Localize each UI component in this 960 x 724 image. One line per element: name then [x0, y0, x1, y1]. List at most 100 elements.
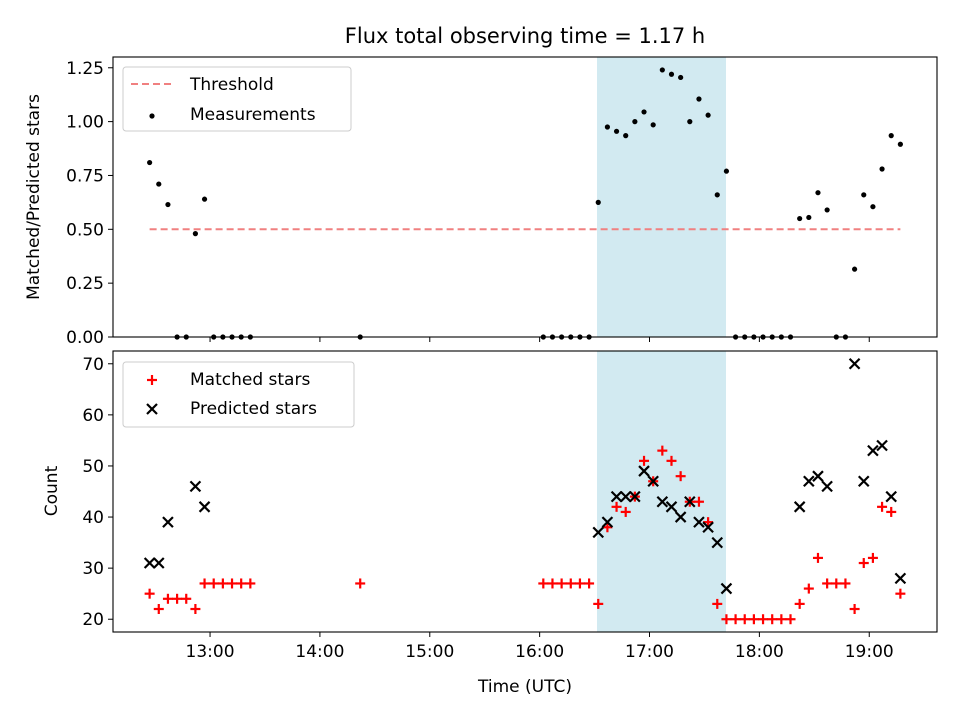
matched-star-point — [245, 578, 256, 589]
ratio-legend: Threshold Measurements — [122, 66, 352, 132]
predicted-star-point — [702, 521, 714, 534]
predicted-star-point — [857, 475, 870, 488]
count-y-tick-label: 30 — [82, 559, 104, 579]
predicted-star-point — [674, 511, 687, 523]
matched-star-point — [721, 614, 732, 625]
predicted-star-point — [647, 475, 659, 488]
ratio-legend-measurements-label: Measurements — [190, 105, 316, 125]
predicted-star-point — [848, 357, 861, 370]
ratio-legend-threshold-label: Threshold — [189, 75, 274, 95]
matched-star-point — [794, 598, 805, 609]
matched-star-point — [538, 578, 549, 589]
count-x-tick-label: 17:00 — [625, 642, 674, 662]
ratio-legend-measurements-swatch — [149, 113, 155, 119]
count-legend-predicted-swatch — [146, 403, 158, 415]
ratio-panel-highlight — [597, 57, 726, 337]
matched-star-point — [822, 578, 833, 589]
predicted-star-point — [189, 480, 202, 493]
measurement-point — [678, 74, 684, 81]
matched-star-point — [693, 496, 704, 507]
matched-star-point — [739, 614, 750, 625]
ratio-y-tick-label: 0.00 — [66, 328, 104, 348]
matched-star-point — [217, 578, 228, 589]
ratio-y-tick-label: 0.25 — [66, 274, 104, 294]
matched-star-point — [858, 558, 869, 569]
matched-star-point — [877, 501, 888, 512]
ratio-y-axis-label: Matched/Predicted stars — [24, 94, 44, 300]
count-legend-predicted-label: Predicted stars — [190, 399, 317, 419]
predicted-star-point — [693, 516, 705, 528]
measurement-point — [192, 231, 198, 237]
matched-star-point — [181, 593, 192, 604]
measurement-point — [659, 67, 665, 73]
measurement-point — [696, 96, 702, 102]
matched-star-point — [574, 578, 585, 589]
measurement-point — [861, 192, 867, 198]
matched-star-point — [208, 578, 219, 589]
predicted-star-point — [592, 526, 605, 539]
matched-star-point — [620, 506, 631, 517]
matched-star-point — [172, 593, 183, 604]
measurement-point — [714, 192, 720, 198]
predicted-star-point — [812, 470, 824, 482]
matched-star-point — [767, 614, 778, 625]
matched-star-point — [803, 583, 814, 594]
predicted-star-point — [885, 490, 898, 503]
matched-star-point — [611, 501, 622, 512]
predicted-star-point — [152, 557, 165, 569]
measurement-point — [852, 266, 858, 272]
count-y-tick-label: 20 — [82, 610, 104, 630]
measurement-point — [595, 199, 601, 205]
ratio-y-tick-label: 0.75 — [66, 166, 104, 186]
count-panel: 20 30 40 50 60 70 13:00 14:00 15:00 16:00 17:00 18… — [42, 350, 938, 697]
count-y-tick-label: 40 — [82, 508, 104, 528]
count-y-axis-label: Count — [42, 465, 62, 516]
predicted-star-point — [665, 501, 678, 513]
count-panel-frame — [112, 350, 938, 633]
matched-star-point — [355, 578, 366, 589]
predicted-star-point — [720, 582, 733, 595]
count-y-tick-label: 70 — [82, 355, 104, 375]
chart-title: Flux total observing time = 1.17 h — [345, 24, 705, 48]
ratio-y-tick-label: 0.50 — [66, 220, 104, 240]
measurement-point — [650, 122, 656, 128]
count-x-tick-label: 16:00 — [515, 642, 564, 662]
matched-star-point — [895, 588, 906, 599]
count-legend-box — [122, 361, 355, 428]
predicted-star-point — [143, 557, 156, 569]
predicted-star-point — [867, 444, 879, 457]
measurement-point — [613, 128, 620, 134]
predicted-star-point — [684, 495, 696, 508]
predicted-star-point — [821, 480, 833, 493]
ratio-panel-frame — [112, 56, 938, 338]
measurement-point — [797, 215, 803, 222]
measurement-point — [806, 214, 812, 221]
count-legend-matched-label: Matched stars — [190, 370, 310, 390]
matched-star-point — [812, 552, 823, 563]
matched-star-point — [712, 598, 723, 609]
count-legend-matched-swatch — [147, 375, 157, 385]
matched-star-point — [840, 578, 851, 589]
predicted-star-point — [198, 501, 211, 513]
matched-star-point — [675, 471, 686, 482]
matched-star-point — [867, 552, 878, 563]
measurement-point — [604, 124, 611, 130]
count-x-tick-label: 18:00 — [735, 642, 784, 662]
count-legend: Matched stars Predicted stars — [122, 361, 355, 428]
ratio-y-tick-label: 1.25 — [66, 59, 104, 79]
predicted-star-point — [619, 490, 632, 503]
ratio-panel: 0.00 0.25 0.50 0.75 1.00 1.25 Matched/Predict… — [24, 56, 938, 348]
count-x-tick-label: 14:00 — [295, 642, 344, 662]
measurement-point — [723, 168, 730, 174]
matched-star-point — [565, 578, 576, 589]
matched-star-point — [236, 578, 247, 589]
measurement-point — [687, 119, 693, 125]
matched-star-point — [556, 578, 567, 589]
matched-star-point — [639, 455, 650, 466]
measurement-point — [897, 141, 903, 147]
matched-star-point — [602, 522, 613, 533]
count-panel-highlight — [597, 351, 726, 632]
count-x-tick-label: 19:00 — [845, 642, 894, 662]
